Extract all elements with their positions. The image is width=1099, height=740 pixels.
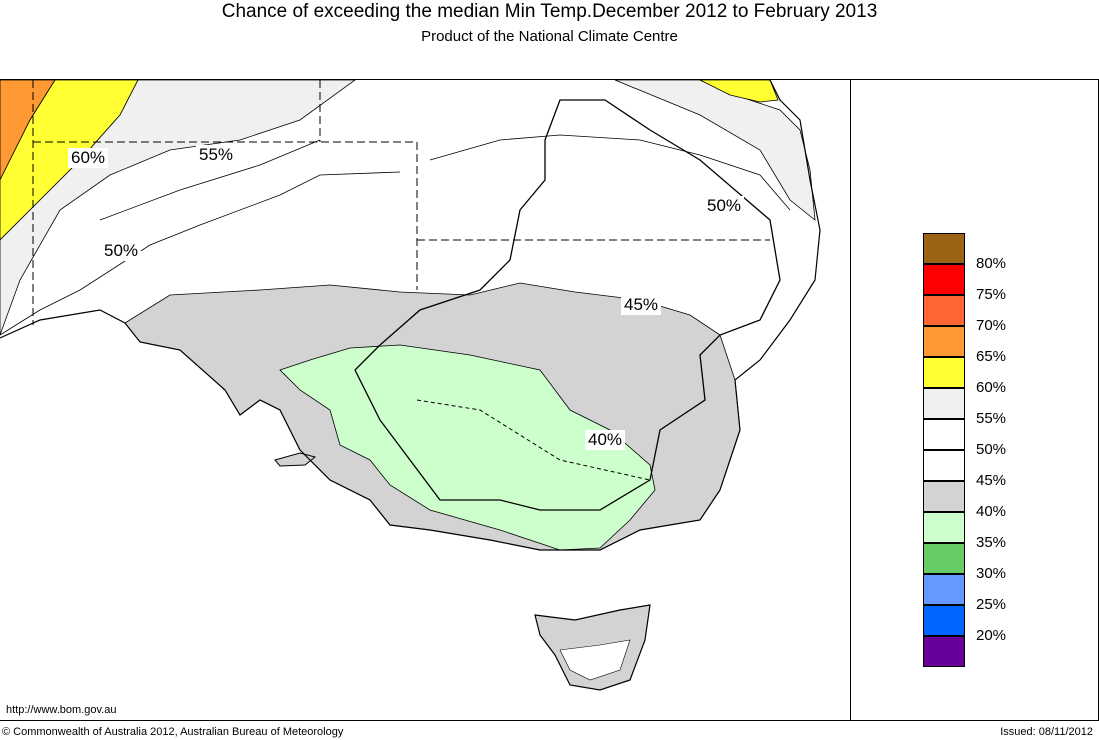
legend-label: 30%	[976, 565, 1007, 582]
legend-label: 40%	[976, 503, 1007, 520]
legend-swatch	[923, 233, 965, 264]
catchment-boundary	[354, 99, 781, 511]
contour-label-40: 40%	[585, 430, 626, 450]
contour-50-west	[0, 171, 401, 336]
legend-label: 75%	[976, 286, 1007, 303]
legend-swatch	[923, 357, 965, 388]
contour-label-55: 55%	[196, 145, 237, 165]
legend-swatch	[923, 543, 965, 574]
state-border-sa-north	[33, 141, 418, 290]
coastline	[0, 80, 821, 551]
issued-date: Issued: 08/11/2012	[1000, 726, 1093, 738]
legend-swatch	[923, 326, 965, 357]
region-60-percent-east	[699, 80, 779, 103]
legend-label: 25%	[976, 596, 1007, 613]
legend-label: 20%	[976, 627, 1007, 644]
footer-divider	[0, 720, 1099, 721]
legend-label: 80%	[976, 255, 1007, 272]
legend-label: 60%	[976, 379, 1007, 396]
legend-swatch	[923, 512, 965, 543]
australia-map	[0, 80, 821, 691]
copyright-text: © Commonwealth of Australia 2012, Austra…	[2, 726, 344, 738]
contour-55	[99, 139, 321, 221]
bom-url[interactable]: http://www.bom.gov.au	[6, 704, 117, 716]
contour-label-50-east: 50%	[704, 196, 745, 216]
legend-swatch	[923, 574, 965, 605]
contour-label-50-west: 50%	[101, 241, 142, 261]
legend-label: 45%	[976, 472, 1007, 489]
contour-label-45: 45%	[621, 295, 662, 315]
legend-label: 65%	[976, 348, 1007, 365]
region-40-percent	[279, 344, 656, 551]
legend-label: 70%	[976, 317, 1007, 334]
legend-swatch	[923, 605, 965, 636]
legend-label: 50%	[976, 441, 1007, 458]
legend-frame	[851, 79, 1099, 720]
contour-50-east	[429, 134, 791, 211]
map-subtitle: Product of the National Climate Centre	[421, 28, 678, 45]
legend-swatch	[923, 295, 965, 326]
legend-swatch	[923, 388, 965, 419]
map-title: Chance of exceeding the median Min Temp.…	[221, 1, 878, 22]
tasmania-interior	[559, 639, 631, 681]
kangaroo-island	[274, 452, 317, 467]
legend-swatch	[923, 636, 965, 667]
legend-swatch	[923, 481, 965, 512]
legend-swatch	[923, 264, 965, 295]
map-frame	[0, 79, 851, 720]
legend-swatch	[923, 450, 965, 481]
legend-swatch	[923, 419, 965, 450]
state-border-nsw-vic	[416, 399, 651, 481]
contour-label-60: 60%	[68, 148, 109, 168]
legend-label: 55%	[976, 410, 1007, 427]
legend-label: 35%	[976, 534, 1007, 551]
